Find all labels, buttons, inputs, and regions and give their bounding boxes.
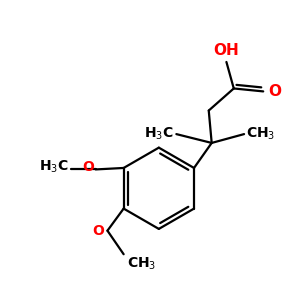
Text: O: O [268,84,281,99]
Text: H$_3$C: H$_3$C [144,126,174,142]
Text: O: O [82,160,94,174]
Text: O: O [92,224,104,238]
Text: H$_3$C: H$_3$C [39,159,68,175]
Text: CH$_3$: CH$_3$ [246,126,276,142]
Text: OH: OH [214,44,239,59]
Text: CH$_3$: CH$_3$ [127,256,156,272]
